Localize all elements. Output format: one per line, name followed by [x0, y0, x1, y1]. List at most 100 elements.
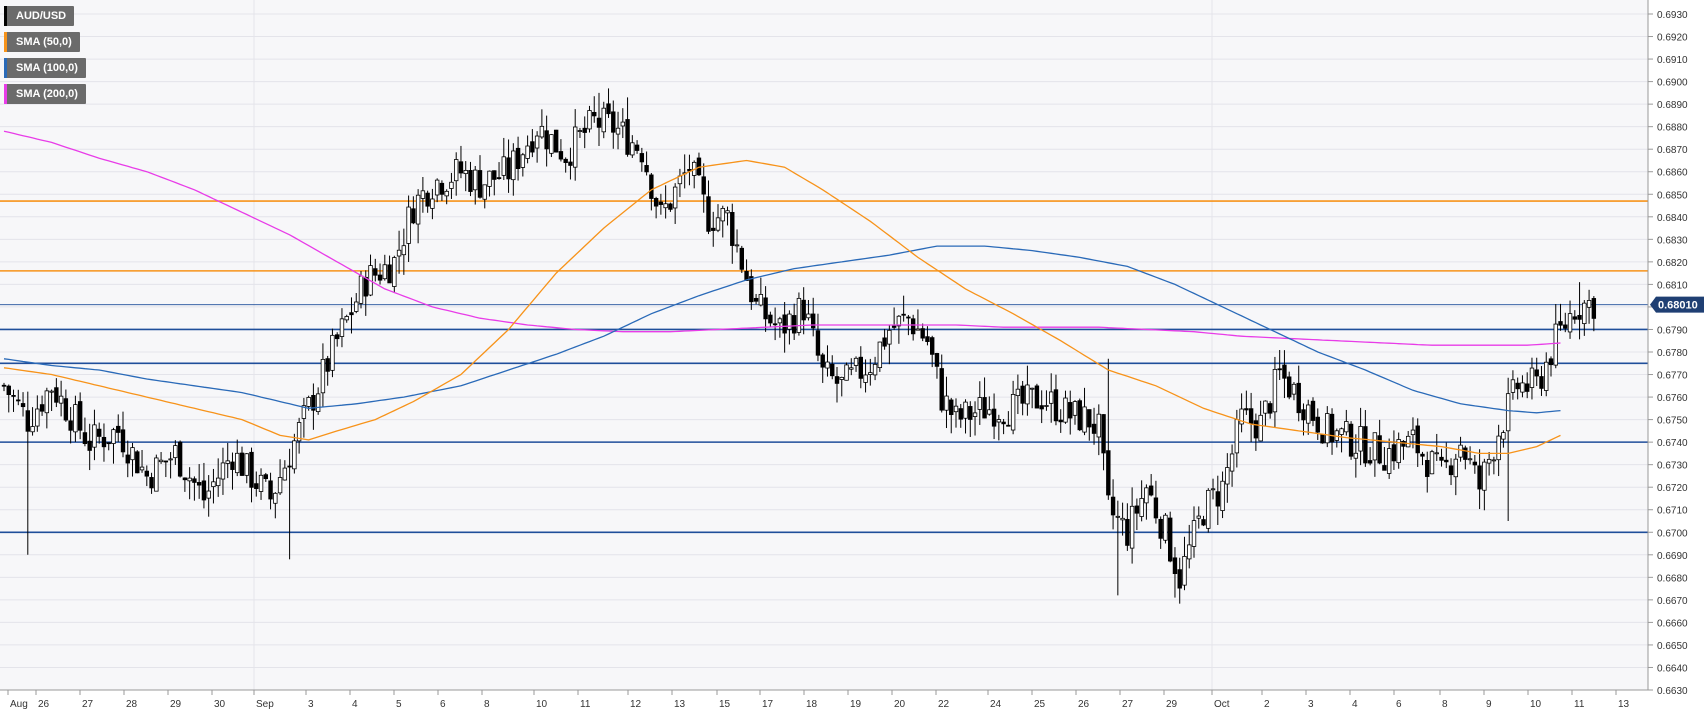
- candle-body-down: [311, 395, 316, 411]
- candle: [1429, 449, 1435, 475]
- y-tick-label: 0.6920: [1657, 33, 1688, 44]
- candle: [615, 111, 621, 150]
- candle: [844, 362, 849, 381]
- legend-item[interactable]: AUD/USD: [4, 6, 75, 26]
- candle: [653, 196, 659, 219]
- candle: [996, 414, 1002, 441]
- candle-body-up: [282, 467, 288, 481]
- candle-body-down: [606, 103, 611, 115]
- candle-body-down: [373, 268, 378, 276]
- candle-body-down: [377, 274, 383, 281]
- candle: [1144, 484, 1149, 520]
- candle: [1582, 300, 1587, 336]
- y-tick-label: 0.6810: [1657, 280, 1688, 291]
- candle: [582, 116, 587, 149]
- candle: [268, 472, 273, 510]
- legend-swatch: [4, 84, 7, 104]
- candle-body-down: [106, 442, 111, 445]
- sma100-line: [3, 245, 1561, 414]
- candle-body-up: [344, 316, 349, 321]
- candle-body-up: [1567, 313, 1573, 333]
- candle: [872, 356, 878, 381]
- candle-body-down: [120, 429, 126, 453]
- candle: [1196, 506, 1201, 529]
- candle-body-down: [149, 477, 154, 489]
- candle-body-up: [187, 477, 192, 482]
- candle: [1539, 365, 1544, 396]
- candle-body-down: [1253, 420, 1259, 439]
- candle-body-up: [1210, 488, 1216, 491]
- candle-body-up: [273, 492, 278, 504]
- candle: [1420, 451, 1425, 466]
- candle-body-up: [1467, 458, 1473, 461]
- candle: [1168, 511, 1173, 563]
- candle: [163, 460, 169, 478]
- candle: [158, 452, 164, 464]
- candle-body-up: [1501, 432, 1506, 440]
- candle-body-up: [1225, 467, 1230, 485]
- candle: [839, 376, 844, 397]
- candle-body-down: [439, 182, 445, 195]
- legend-item[interactable]: SMA (100,0): [4, 58, 86, 78]
- candle: [877, 341, 883, 372]
- candle: [444, 189, 449, 205]
- candle: [463, 161, 468, 192]
- candle-body-down: [125, 454, 130, 464]
- candle: [882, 328, 887, 350]
- candle-body-up: [463, 169, 468, 175]
- candle: [644, 151, 649, 176]
- y-tick-label: 0.6690: [1657, 551, 1688, 562]
- candle-body-down: [1001, 421, 1006, 425]
- legend-item[interactable]: SMA (200,0): [4, 84, 86, 104]
- candle: [901, 295, 906, 322]
- candle: [311, 383, 316, 430]
- candle-body-down: [815, 330, 821, 356]
- candle-body-down: [6, 385, 11, 396]
- candle-body-up: [1196, 515, 1201, 519]
- legend-item[interactable]: SMA (50,0): [4, 32, 80, 52]
- candle: [1034, 383, 1040, 409]
- candle-body-up: [863, 374, 868, 383]
- candle: [492, 170, 497, 196]
- candle: [1068, 390, 1073, 435]
- candle-body-down: [882, 337, 887, 347]
- candle-body-up: [315, 393, 321, 412]
- candle: [1001, 418, 1006, 435]
- candle: [758, 277, 764, 307]
- candle-body-down: [1034, 385, 1040, 409]
- candle-body-down: [653, 197, 659, 207]
- candle-body-down: [749, 276, 754, 303]
- candle: [1182, 536, 1187, 591]
- candle: [777, 316, 783, 338]
- candle-body-down: [239, 452, 245, 476]
- candle: [1282, 350, 1287, 399]
- candle-body-up: [1258, 414, 1263, 442]
- candle: [1296, 365, 1301, 422]
- candle-body-down: [1101, 414, 1106, 454]
- candle-body-down: [1068, 402, 1073, 419]
- candle: [949, 397, 954, 434]
- candle-body-up: [872, 363, 878, 376]
- candle: [487, 170, 492, 197]
- candle-body-up: [487, 170, 492, 187]
- candle-body-up: [420, 190, 426, 199]
- candle: [1563, 312, 1568, 333]
- candle: [711, 211, 716, 247]
- candle: [453, 152, 459, 196]
- candle-body-down: [563, 158, 568, 163]
- x-tick-label: Sep: [256, 699, 274, 710]
- candle-body-up: [1434, 452, 1439, 455]
- candle-body-down: [192, 478, 197, 483]
- candle-body-up: [1063, 397, 1068, 423]
- candle-body-down: [1091, 423, 1097, 434]
- candle-body-down: [101, 436, 107, 448]
- candle: [1244, 390, 1249, 415]
- candle-body-up: [1144, 487, 1149, 504]
- candle: [1139, 480, 1144, 522]
- candle-body-down: [11, 395, 16, 397]
- candle: [1263, 400, 1268, 427]
- candle-body-up: [825, 361, 830, 369]
- y-tick-label: 0.6880: [1657, 123, 1688, 134]
